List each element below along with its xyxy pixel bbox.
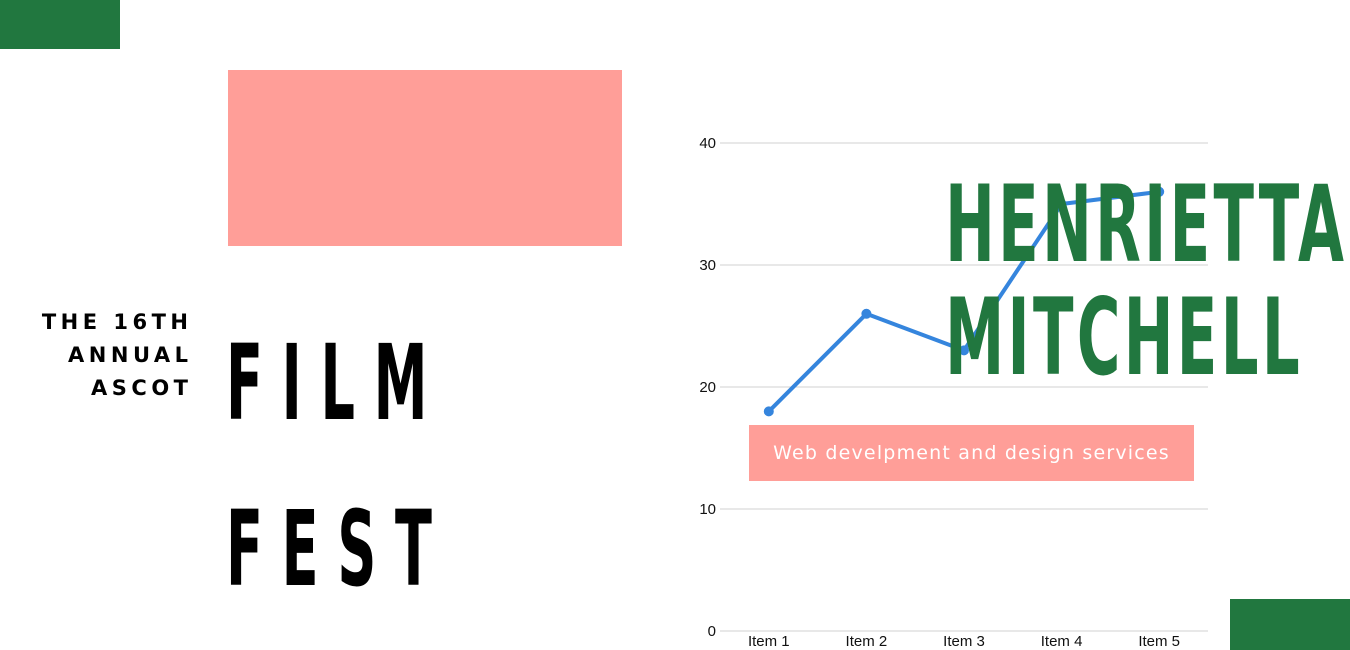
subtitle-line: THE 16TH <box>41 310 193 334</box>
tagline-text: Web develpment and design services <box>773 442 1170 464</box>
data-point <box>959 345 969 356</box>
pink-decorative-block <box>228 70 622 246</box>
y-tick-label: 40 <box>699 135 716 152</box>
event-title: FILM FEST <box>226 300 451 632</box>
y-tick-label: 30 <box>699 257 716 274</box>
x-tick-label: Item 2 <box>846 633 888 650</box>
name-line-first: HENRIETTA <box>945 163 1348 286</box>
person-name: HENRIETTA MITCHELL <box>748 163 1348 399</box>
x-tick-label: Item 5 <box>1138 633 1180 650</box>
data-point <box>1154 186 1165 197</box>
data-point <box>861 308 872 319</box>
title-line-film: FILM <box>226 322 447 444</box>
name-line-last: MITCHELL <box>945 276 1304 399</box>
data-point <box>1056 199 1067 209</box>
chart-x-ticks: Item 1 Item 2 Item 3 Item 4 Item 5 <box>748 633 1180 650</box>
chart-series <box>763 186 1165 417</box>
x-tick-label: Item 1 <box>748 633 790 650</box>
title-line-fest: FEST <box>226 488 451 610</box>
corner-block-bottom-right <box>1230 599 1350 650</box>
x-tick-label: Item 4 <box>1041 633 1083 650</box>
chart-gridlines <box>720 142 1208 632</box>
y-tick-label: 10 <box>699 501 716 518</box>
subtitle-line: ANNUAL <box>68 343 193 367</box>
subtitle-line: ASCOT <box>91 376 193 400</box>
y-tick-label: 0 <box>708 623 716 640</box>
tagline-banner: Web develpment and design services <box>749 425 1194 481</box>
y-tick-label: 20 <box>699 379 716 396</box>
event-subtitle: THE 16TH ANNUAL ASCOT <box>20 306 188 405</box>
corner-block-top-left <box>0 0 120 49</box>
data-point <box>763 406 774 417</box>
chart-y-ticks: 0 10 20 30 40 <box>699 135 716 640</box>
x-tick-label: Item 3 <box>943 633 985 650</box>
